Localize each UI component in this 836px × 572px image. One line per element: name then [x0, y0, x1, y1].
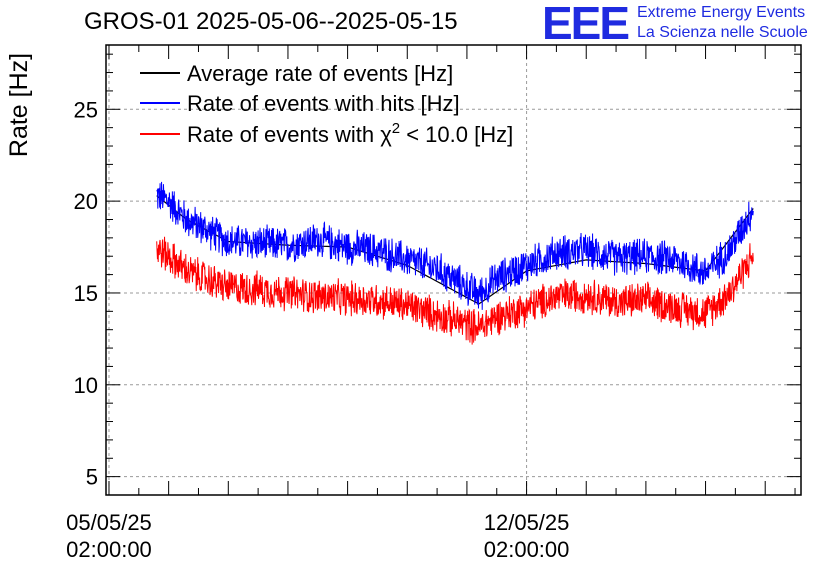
chart-title: GROS-01 2025-05-06--2025-05-15 — [84, 8, 458, 35]
y-tick-label: 20 — [74, 189, 98, 214]
y-tick-label: 5 — [86, 465, 98, 490]
logo-line-1: Extreme Energy Events — [637, 4, 806, 21]
x-tick-label-date: 05/05/25 — [66, 510, 152, 535]
logo-text: Extreme Energy Events La Scienza nelle S… — [637, 3, 808, 43]
series-line-1 — [156, 181, 754, 310]
y-axis-label: Rate [Hz] — [5, 53, 33, 157]
x-tick-label-time: 02:00:00 — [66, 537, 152, 562]
x-tick-label-date: 12/05/25 — [484, 510, 570, 535]
series-line-2 — [156, 236, 754, 345]
legend-label-2: Rate of events with χ2 < 10.0 [Hz] — [187, 120, 513, 147]
eee-logo: EEE — [542, 0, 630, 49]
series-lines — [156, 181, 754, 345]
legend-label-1: Rate of events with hits [Hz] — [187, 91, 460, 116]
y-tick-label: 25 — [74, 97, 98, 122]
y-tick-label: 15 — [74, 281, 98, 306]
plot-frame — [105, 44, 802, 496]
legend: Average rate of events [Hz] Rate of event… — [140, 61, 513, 147]
legend-label-0: Average rate of events [Hz] — [187, 61, 453, 86]
x-tick-label-time: 02:00:00 — [484, 537, 570, 562]
y-tick-label: 10 — [74, 373, 98, 398]
logo-line-2: La Scienza nelle Scuole — [637, 24, 808, 41]
